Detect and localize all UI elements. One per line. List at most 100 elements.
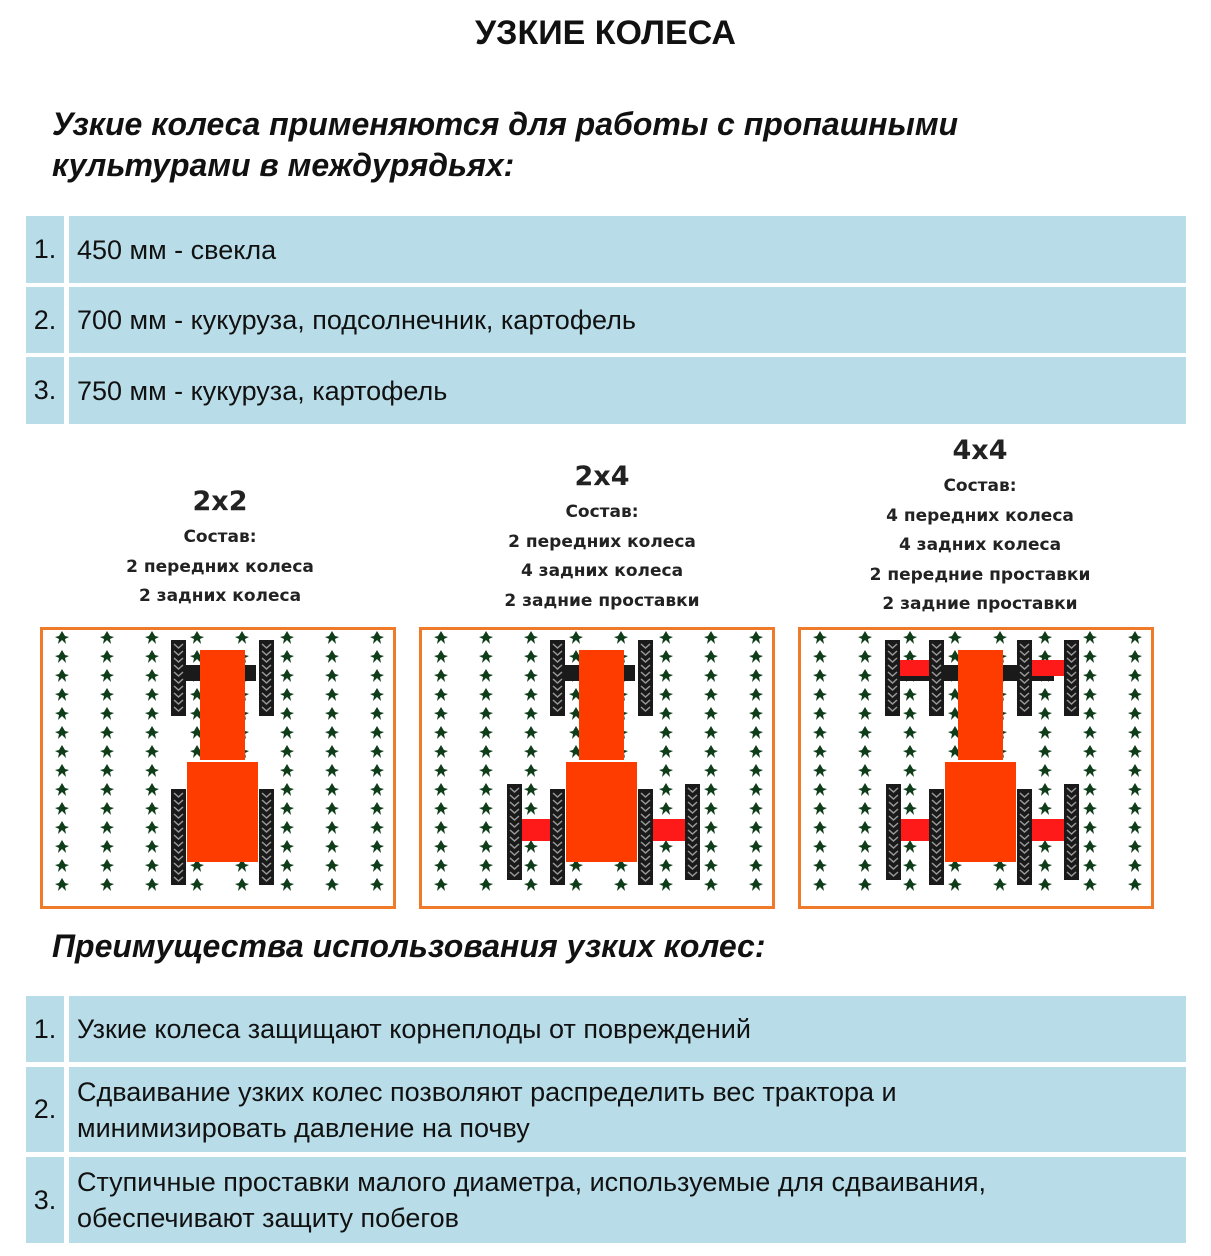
tread [173, 685, 184, 692]
tread [1019, 862, 1030, 869]
plant-icon [659, 783, 673, 796]
intro-heading: Узкие колеса применяются для работы с пр… [52, 106, 959, 183]
tread [640, 650, 651, 657]
tread [552, 813, 563, 820]
tread [1019, 820, 1030, 827]
tread [261, 813, 272, 820]
tread [261, 657, 272, 664]
plant-icon [813, 745, 827, 758]
tractor-front-body [958, 650, 1003, 760]
plant-icon [704, 650, 718, 663]
plant-icon [524, 878, 538, 891]
tread [552, 855, 563, 862]
tread [509, 815, 520, 822]
tread [509, 808, 520, 815]
plant-icon [370, 802, 384, 815]
tractor-front-body [200, 650, 245, 760]
plant-icon [325, 650, 339, 663]
tread [888, 850, 899, 857]
plant-icon [325, 821, 339, 834]
tread [1019, 678, 1030, 685]
plant-icon [370, 821, 384, 834]
plant-icon [370, 669, 384, 682]
plant-icon [1038, 802, 1052, 815]
tread [888, 801, 899, 808]
tread [261, 820, 272, 827]
item-text: 700 мм - кукуруза, подсолнечник, картофе… [69, 287, 1186, 353]
plant-icon [903, 631, 917, 644]
plant-icon [55, 764, 69, 777]
tread [931, 699, 942, 706]
tread [173, 678, 184, 685]
tread [640, 827, 651, 834]
plant-icon [1128, 650, 1142, 663]
plant-icon [190, 745, 204, 758]
plant-icon [280, 688, 294, 701]
plant-icon [190, 859, 204, 872]
plant-icon [813, 688, 827, 701]
rear-spacer [1032, 819, 1064, 841]
tread [552, 678, 563, 685]
plant-icon [55, 783, 69, 796]
tread [1019, 869, 1030, 876]
plant-icon [813, 707, 827, 720]
plant-icon [145, 859, 159, 872]
plant-icon [145, 821, 159, 834]
plant-icon [55, 688, 69, 701]
plant-icon [903, 840, 917, 853]
tread [1066, 685, 1077, 692]
plant-icon [1128, 840, 1142, 853]
plant-icon [325, 783, 339, 796]
item-text: Сдваивание узких колес позволяют распред… [69, 1067, 1186, 1152]
plant-icon [704, 859, 718, 872]
tread [640, 664, 651, 671]
plant-icon [948, 688, 962, 701]
wheel [1064, 784, 1079, 880]
plant-icon [190, 878, 204, 891]
plant-icon [569, 688, 583, 701]
plant-icon [280, 859, 294, 872]
plant-icon [1038, 650, 1052, 663]
plant-icon [190, 707, 204, 720]
tread [687, 815, 698, 822]
item-number: 2. [26, 287, 64, 353]
tread [261, 671, 272, 678]
plant-icon [280, 840, 294, 853]
tread [173, 806, 184, 813]
plant-icon [993, 859, 1007, 872]
plant-icon [325, 745, 339, 758]
rear-spacer [653, 819, 685, 841]
tread [887, 650, 898, 657]
plant-icon [704, 726, 718, 739]
tread [173, 869, 184, 876]
plant-icon [479, 707, 493, 720]
tread [509, 829, 520, 836]
plant-icon [749, 669, 763, 682]
tread [173, 664, 184, 671]
item-number: 3. [26, 357, 64, 424]
tread [173, 706, 184, 713]
tread [552, 799, 563, 806]
tread [552, 848, 563, 855]
plant-icon [704, 764, 718, 777]
tread [552, 841, 563, 848]
plant-icon [1128, 631, 1142, 644]
config-item: 2 передние проставки [869, 564, 1091, 585]
plant-icon [280, 764, 294, 777]
item-text: 450 мм - свекла [69, 216, 1186, 283]
plant-icon [749, 745, 763, 758]
plant-icon [749, 707, 763, 720]
plant-icon [524, 631, 538, 644]
tread [640, 699, 651, 706]
tread [687, 864, 698, 871]
tread [552, 692, 563, 699]
plant-icon [903, 688, 917, 701]
plant-icon [55, 878, 69, 891]
plant-icon [280, 707, 294, 720]
plant-icon [479, 726, 493, 739]
plant-icon [235, 878, 249, 891]
config-caption-4x4: 4x4 Состав: 4 передних колеса 4 задних к… [810, 435, 1150, 620]
plant-icon [434, 821, 448, 834]
config-name: 2x2 [192, 486, 248, 517]
plant-icon [280, 802, 294, 815]
